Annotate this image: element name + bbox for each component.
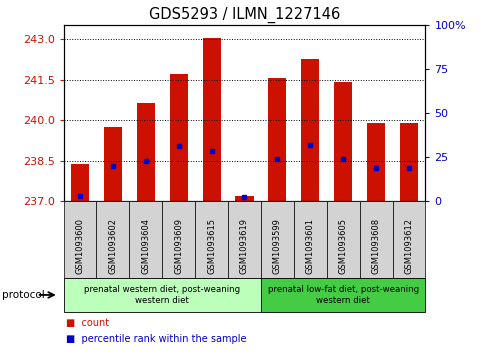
Bar <box>169 74 187 201</box>
Text: GSM1093605: GSM1093605 <box>338 218 347 274</box>
Text: GSM1093619: GSM1093619 <box>240 218 248 274</box>
Bar <box>235 196 253 201</box>
Bar <box>301 59 319 201</box>
Text: ■  percentile rank within the sample: ■ percentile rank within the sample <box>66 334 246 344</box>
Bar <box>103 127 122 201</box>
Text: GSM1093608: GSM1093608 <box>371 218 380 274</box>
Text: GSM1093615: GSM1093615 <box>207 218 216 274</box>
Text: GSM1093599: GSM1093599 <box>272 218 281 274</box>
Bar <box>399 123 417 201</box>
Text: GSM1093602: GSM1093602 <box>108 218 117 274</box>
Text: GSM1093604: GSM1093604 <box>141 218 150 274</box>
Bar <box>366 123 385 201</box>
Bar <box>137 103 155 201</box>
Text: prenatal western diet, post-weaning
western diet: prenatal western diet, post-weaning west… <box>84 285 240 305</box>
Text: GSM1093600: GSM1093600 <box>75 218 84 274</box>
Text: prenatal low-fat diet, post-weaning
western diet: prenatal low-fat diet, post-weaning west… <box>267 285 418 305</box>
Bar <box>202 38 220 201</box>
Title: GDS5293 / ILMN_1227146: GDS5293 / ILMN_1227146 <box>148 7 340 23</box>
Bar <box>268 78 286 201</box>
Text: GSM1093601: GSM1093601 <box>305 218 314 274</box>
Bar <box>71 164 89 201</box>
Text: GSM1093609: GSM1093609 <box>174 218 183 274</box>
Text: GSM1093612: GSM1093612 <box>404 218 413 274</box>
Text: ■  count: ■ count <box>66 318 109 328</box>
Bar <box>333 82 351 201</box>
Text: protocol: protocol <box>2 290 45 300</box>
